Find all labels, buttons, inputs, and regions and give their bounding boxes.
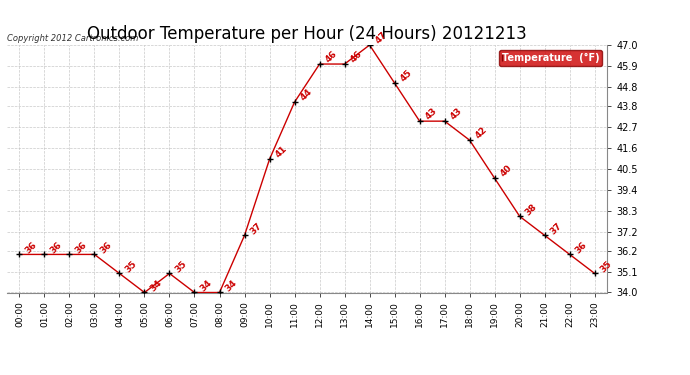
- Text: 36: 36: [74, 240, 89, 255]
- Text: 34: 34: [148, 278, 164, 293]
- Text: 40: 40: [499, 164, 514, 179]
- Text: 34: 34: [199, 278, 214, 293]
- Text: 37: 37: [248, 221, 264, 236]
- Text: 41: 41: [274, 144, 289, 160]
- Text: 36: 36: [48, 240, 63, 255]
- Text: 43: 43: [424, 106, 439, 122]
- Text: 34: 34: [224, 278, 239, 293]
- Title: Outdoor Temperature per Hour (24 Hours) 20121213: Outdoor Temperature per Hour (24 Hours) …: [87, 26, 527, 44]
- Text: 46: 46: [348, 50, 364, 64]
- Text: 35: 35: [599, 259, 614, 274]
- Text: 44: 44: [299, 87, 314, 103]
- Text: 35: 35: [174, 259, 189, 274]
- Text: 45: 45: [399, 68, 414, 84]
- Text: 35: 35: [124, 259, 139, 274]
- Legend: Temperature  (°F): Temperature (°F): [499, 50, 602, 66]
- Text: Copyright 2012 Cartronics.com: Copyright 2012 Cartronics.com: [7, 33, 138, 42]
- Text: 46: 46: [324, 50, 339, 64]
- Text: 36: 36: [574, 240, 589, 255]
- Text: 36: 36: [99, 240, 114, 255]
- Text: 47: 47: [374, 30, 389, 46]
- Text: 37: 37: [549, 221, 564, 236]
- Text: 36: 36: [23, 240, 39, 255]
- Text: 43: 43: [448, 106, 464, 122]
- Text: 38: 38: [524, 202, 539, 217]
- Text: 42: 42: [474, 126, 489, 141]
